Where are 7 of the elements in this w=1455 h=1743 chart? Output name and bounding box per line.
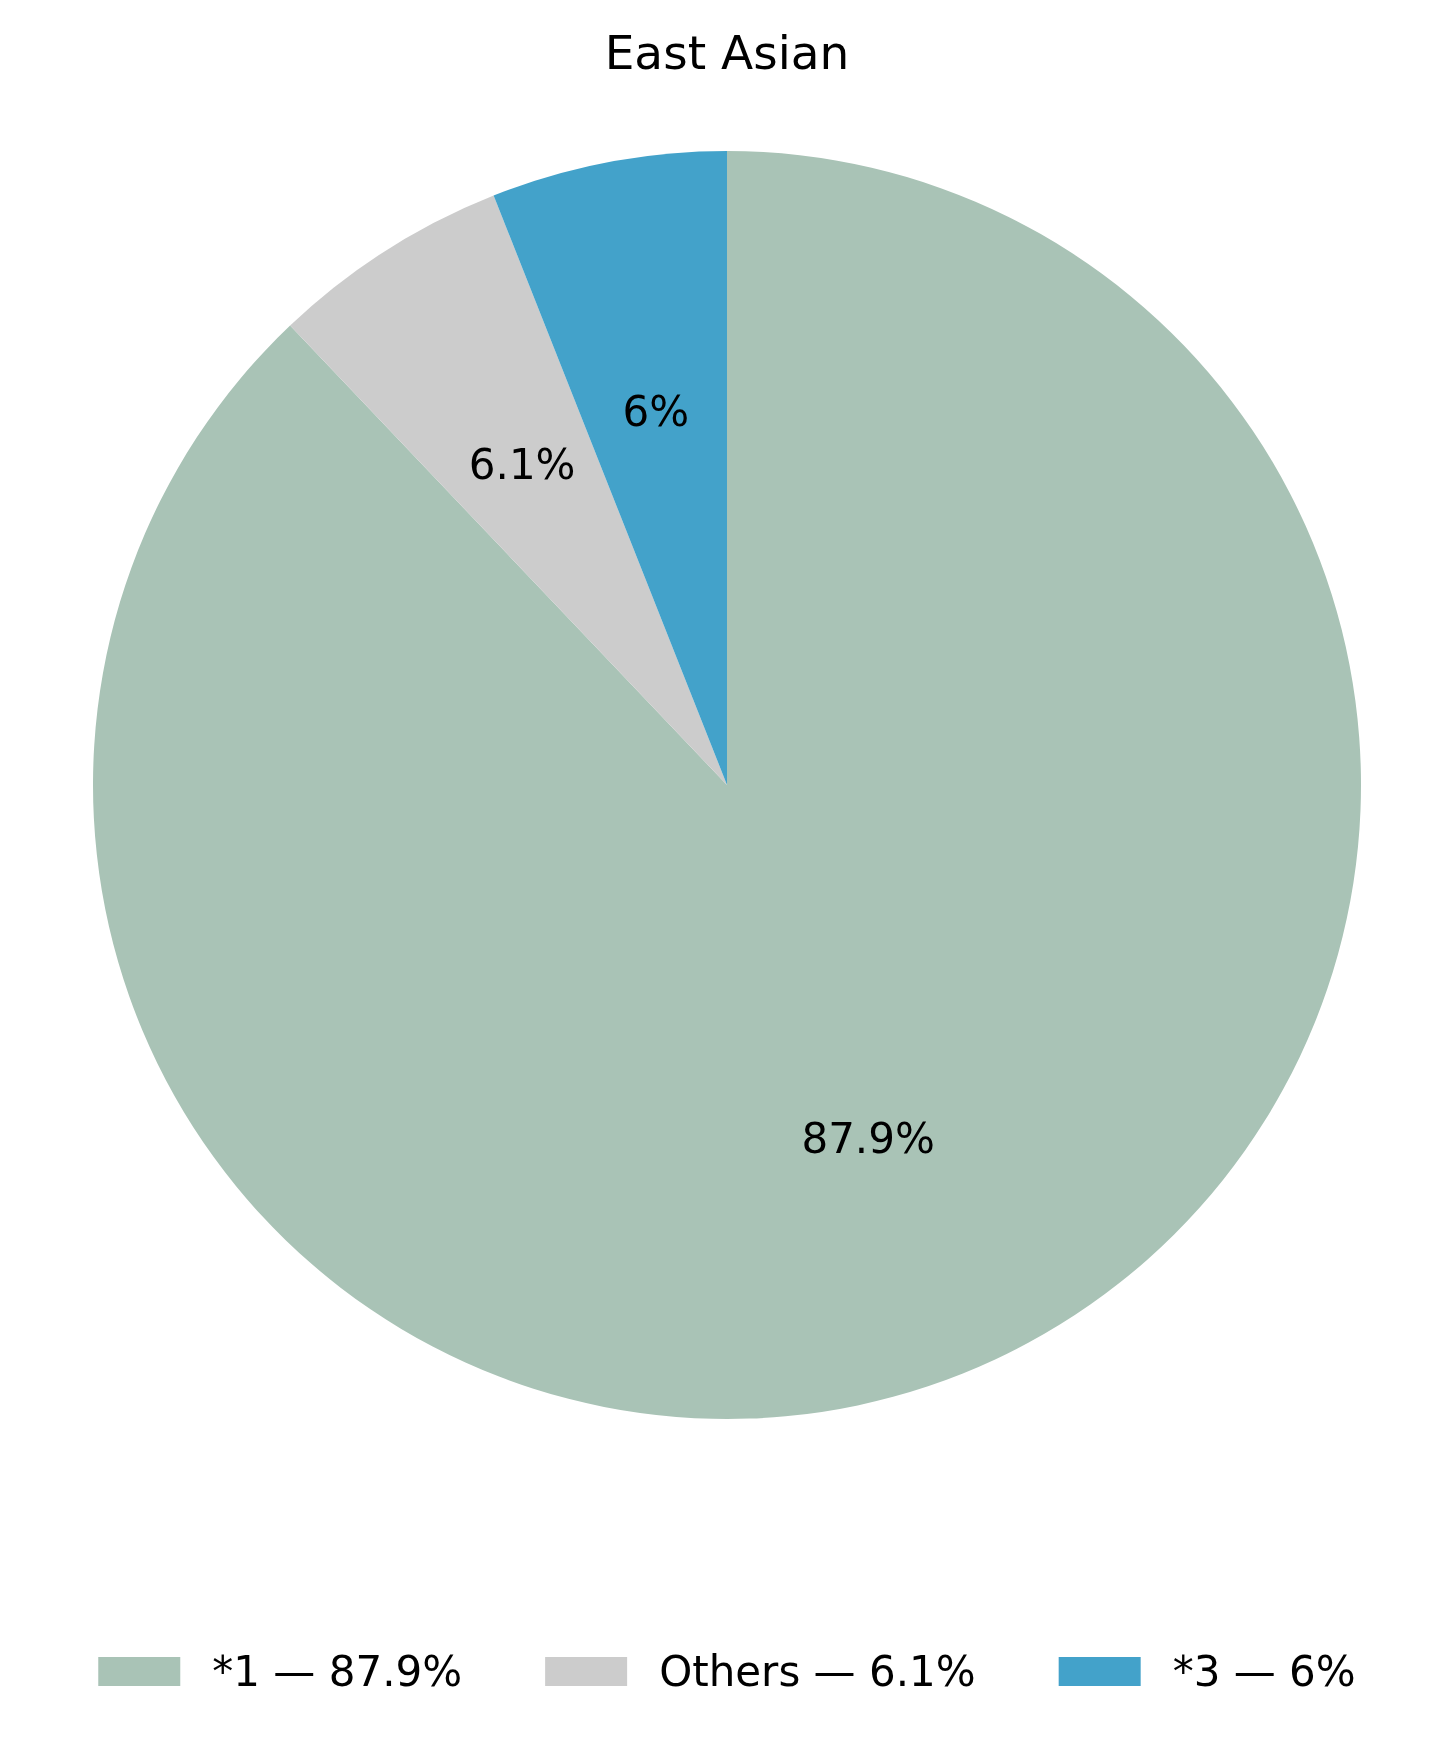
chart-title: East Asian xyxy=(604,24,850,80)
data-label: 87.9% xyxy=(801,1113,935,1163)
data-label: 6.1% xyxy=(468,439,576,489)
data-label: 6% xyxy=(622,386,690,436)
legend-label: *1 — 87.9% xyxy=(212,1647,463,1696)
legend-label: Others — 6.1% xyxy=(659,1647,976,1696)
legend-label: *3 — 6% xyxy=(1172,1647,1356,1696)
